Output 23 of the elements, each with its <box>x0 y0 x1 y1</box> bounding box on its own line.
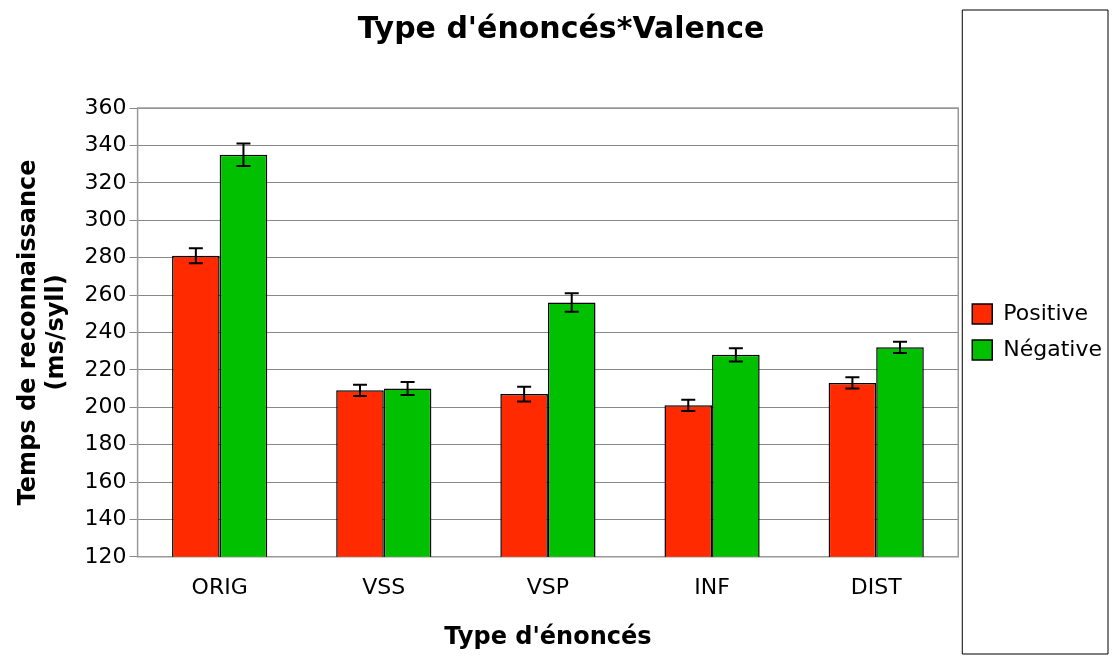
y-tick-label: 220 <box>84 355 127 381</box>
y-tick-label: 160 <box>84 467 127 493</box>
x-tick-label: VSP <box>526 573 570 599</box>
y-tick-label: 240 <box>84 318 127 344</box>
x-tick-label: ORIG <box>191 573 248 599</box>
y-tick-label: 140 <box>84 505 127 531</box>
y-tick-label: 340 <box>84 131 127 157</box>
y-tick-label: 180 <box>84 430 127 456</box>
legend-label: Négative <box>1003 335 1102 361</box>
y-tick-label: 360 <box>84 93 127 119</box>
y-tick-label: 320 <box>84 168 127 194</box>
legend-label: Positive <box>1003 299 1089 325</box>
y-tick-label: 120 <box>84 542 127 568</box>
y-tick-label: 200 <box>84 392 127 418</box>
y-tick-label: 260 <box>84 280 127 306</box>
x-tick-label: DIST <box>850 573 903 599</box>
y-axis-title: Temps de reconnaissance (ms/syll) <box>12 159 70 506</box>
x-axis-title: Type d'énoncés <box>444 621 652 650</box>
y-tick-label: 300 <box>84 205 127 231</box>
x-tick-label: INF <box>694 573 730 599</box>
x-tick-label: VSS <box>362 573 406 599</box>
chart-title: Type d'énoncés*Valence <box>357 9 765 45</box>
y-tick-label: 280 <box>84 243 127 269</box>
